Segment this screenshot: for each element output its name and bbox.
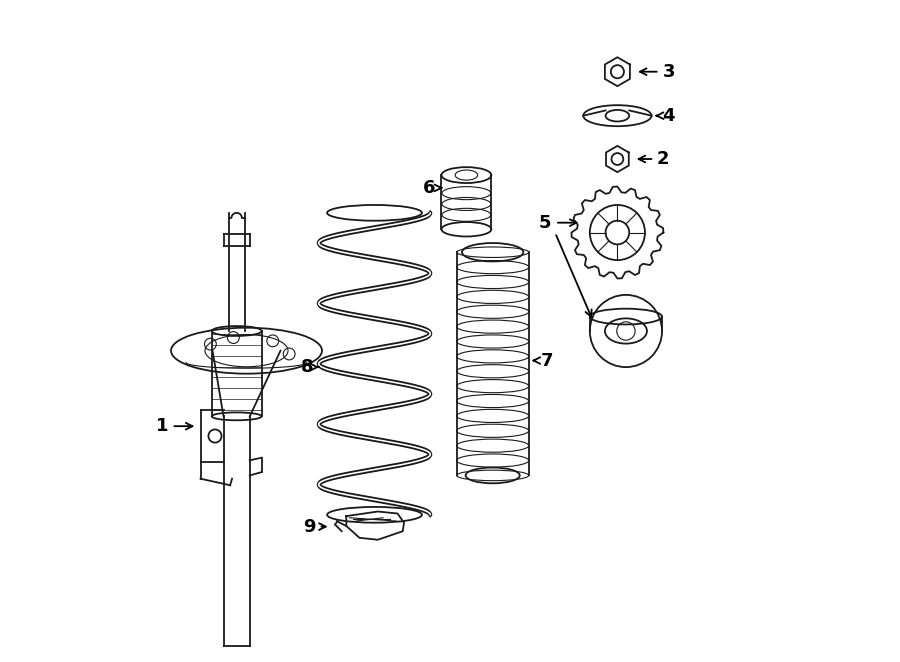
Text: 8: 8 [301, 358, 319, 376]
Text: 6: 6 [423, 179, 442, 197]
Text: 1: 1 [157, 417, 193, 435]
Text: 5: 5 [539, 214, 552, 232]
Text: 9: 9 [303, 518, 326, 536]
Text: 3: 3 [640, 63, 675, 81]
Text: 7: 7 [534, 352, 554, 369]
Text: 2: 2 [639, 150, 670, 168]
Text: 4: 4 [656, 107, 675, 124]
